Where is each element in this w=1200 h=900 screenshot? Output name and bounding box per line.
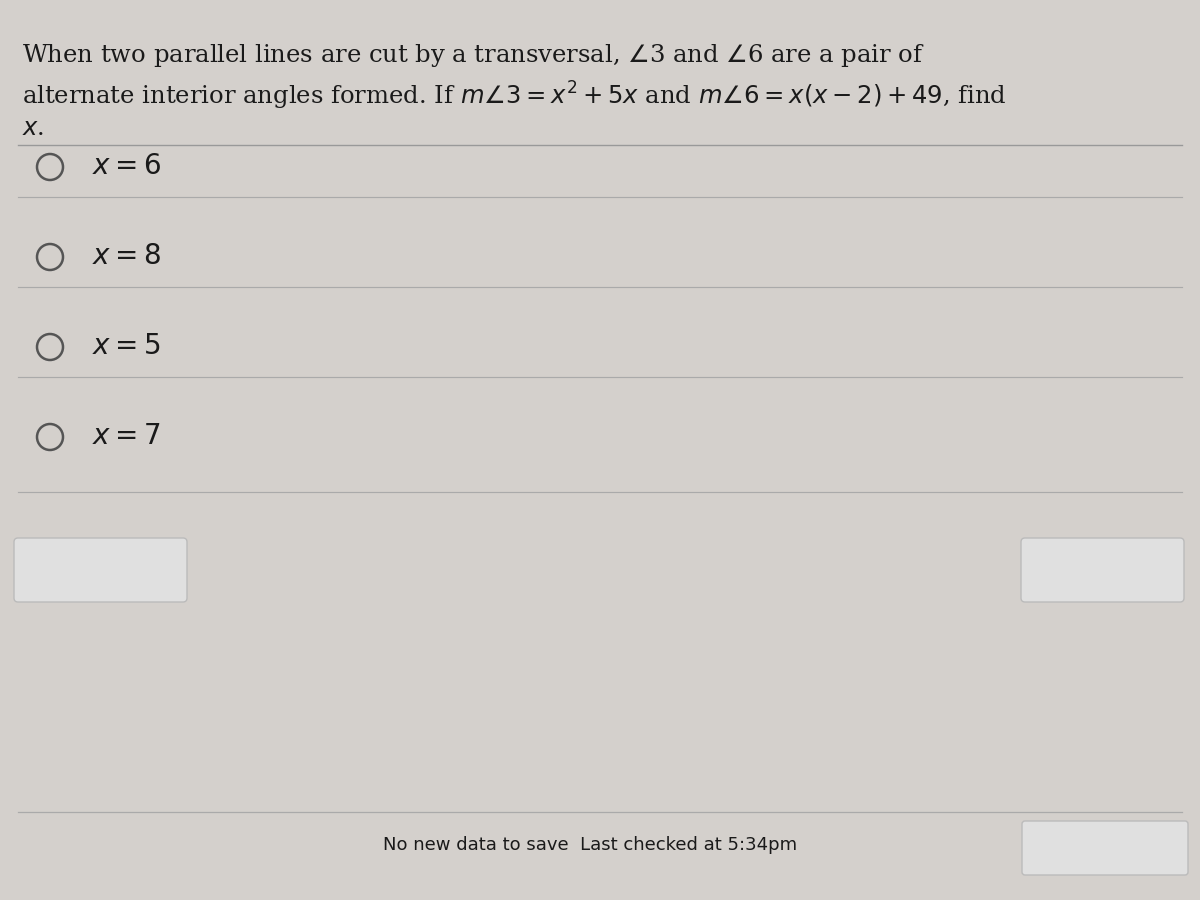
Text: $x = 7$: $x = 7$ (92, 424, 161, 451)
Text: $x$.: $x$. (22, 117, 44, 140)
Text: $x = 5$: $x = 5$ (92, 334, 161, 361)
Text: $x = 6$: $x = 6$ (92, 154, 161, 181)
Text: No new data to save  Last checked at 5:34pm: No new data to save Last checked at 5:34… (383, 836, 797, 854)
FancyBboxPatch shape (14, 538, 187, 602)
Text: When two parallel lines are cut by a transversal, $\angle$3 and $\angle$6 are a : When two parallel lines are cut by a tra… (22, 42, 925, 69)
FancyBboxPatch shape (1022, 821, 1188, 875)
Text: Submit O: Submit O (1062, 839, 1148, 858)
Text: $x = 8$: $x = 8$ (92, 244, 161, 271)
Text: Next ►: Next ► (1066, 558, 1139, 578)
FancyBboxPatch shape (1021, 538, 1184, 602)
Text: alternate interior angles formed. If $m\angle3 = x^2 + 5x$ and $m\angle6 = x(x -: alternate interior angles formed. If $m\… (22, 80, 1007, 112)
Text: ◄ Previous: ◄ Previous (43, 558, 157, 578)
